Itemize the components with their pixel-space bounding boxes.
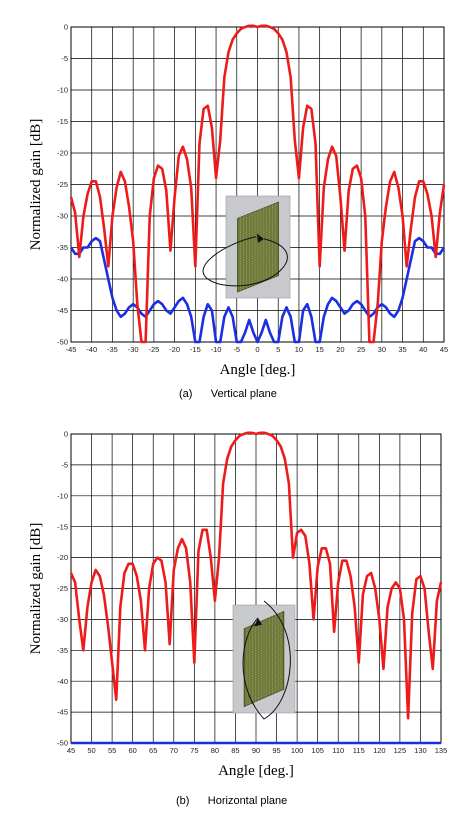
x-axis-title: Angle [deg.] xyxy=(218,763,294,779)
antenna-inset xyxy=(202,195,291,299)
x-tick-label: 80 xyxy=(211,746,219,755)
horizontal-plane-chart: 45 50 55 60 65 70 75 80 85 90 95 100 105 110 115 120 125… xyxy=(28,430,448,779)
x-tick-label: 45 xyxy=(67,746,75,755)
co-polar-series-line xyxy=(69,431,443,720)
x-tick-label: -30 xyxy=(128,345,139,354)
y-tick-label: -20 xyxy=(57,149,68,158)
vertical-plane-chart: -45 -40 -35 -30 -25 -20 -15 -10 -5 0 5 10 15 20 25 30 35… xyxy=(28,23,448,378)
y-tick-label: -30 xyxy=(57,615,68,624)
x-tick-label: -35 xyxy=(107,345,118,354)
vertical-plane-panel: -45 -40 -35 -30 -25 -20 -15 -10 -5 0 5 10 15 20 25 30 35… xyxy=(28,23,448,400)
cross-polar-series-line xyxy=(69,236,446,344)
x-tick-label: -20 xyxy=(169,345,180,354)
x-tick-label: 135 xyxy=(435,746,448,755)
x-tick-label: 30 xyxy=(378,345,386,354)
x-tick-label: 125 xyxy=(394,746,407,755)
x-tick-label: -15 xyxy=(190,345,201,354)
x-tick-label: -5 xyxy=(233,345,240,354)
x-tick-label: 110 xyxy=(332,746,344,755)
antenna-inset xyxy=(232,600,296,720)
y-tick-label: -10 xyxy=(57,86,68,95)
x-tick-label: 55 xyxy=(108,746,116,755)
y-tick-label: -15 xyxy=(57,117,68,126)
x-tick-label: 5 xyxy=(276,345,280,354)
x-tick-label: 130 xyxy=(414,746,427,755)
y-tick-label: 0 xyxy=(64,23,68,32)
y-tick-label: -50 xyxy=(57,739,68,748)
x-tick-label: 35 xyxy=(398,345,406,354)
y-tick-label: -20 xyxy=(57,553,68,562)
y-tick-label: -50 xyxy=(57,338,68,347)
x-tick-label: 45 xyxy=(440,345,448,354)
x-tick-label: 90 xyxy=(252,746,260,755)
y-tick-label: -35 xyxy=(57,243,68,252)
y-tick-label: -10 xyxy=(57,491,68,500)
x-tick-label: 0 xyxy=(255,345,259,354)
rotation-arrow-icon xyxy=(242,600,291,720)
x-tick-label: 85 xyxy=(231,746,239,755)
y-tick-label: -35 xyxy=(57,646,68,655)
x-tick-label: 15 xyxy=(315,345,323,354)
x-tick-label: 115 xyxy=(353,746,365,755)
y-tick-label: -45 xyxy=(57,708,68,717)
rotation-arrow-icon xyxy=(202,236,288,287)
x-tick-label: 20 xyxy=(336,345,344,354)
x-tick-label: 120 xyxy=(373,746,386,755)
x-tick-label: 50 xyxy=(87,746,95,755)
x-tick-label: 100 xyxy=(291,746,304,755)
x-tick-label: 40 xyxy=(419,345,427,354)
y-tick-label: -25 xyxy=(57,180,68,189)
y-tick-label: -15 xyxy=(57,522,68,531)
y-axis-title: Normalized gain [dB] xyxy=(28,523,44,655)
x-tick-label: 60 xyxy=(128,746,136,755)
y-tick-label: -25 xyxy=(57,584,68,593)
x-tick-label: 105 xyxy=(311,746,324,755)
caption-horizontal-plane: (b) Horizontal plane xyxy=(176,795,288,807)
x-tick-label: 75 xyxy=(190,746,198,755)
y-tick-label: -5 xyxy=(61,54,68,63)
y-tick-label: 0 xyxy=(64,430,68,439)
x-tick-label: 65 xyxy=(149,746,157,755)
y-tick-label: -40 xyxy=(57,677,68,686)
caption-vertical-plane: (a) Vertical plane xyxy=(179,388,277,400)
y-tick-label: -40 xyxy=(57,275,68,284)
y-tick-label: -30 xyxy=(57,212,68,221)
x-tick-label: -45 xyxy=(66,345,77,354)
y-tick-label: -45 xyxy=(57,306,68,315)
x-tick-label: 95 xyxy=(272,746,280,755)
arrowhead-icon xyxy=(257,233,264,243)
co-polar-series-line xyxy=(69,24,446,344)
x-tick-label: 25 xyxy=(357,345,365,354)
horizontal-plane-panel: 45 50 55 60 65 70 75 80 85 90 95 100 105 110 115 120 125… xyxy=(0,410,474,814)
x-tick-label: -25 xyxy=(148,345,159,354)
x-tick-label: -10 xyxy=(211,345,222,354)
x-tick-label: 10 xyxy=(295,345,303,354)
arrowhead-icon xyxy=(254,617,262,627)
y-axis-title: Normalized gain [dB] xyxy=(28,119,44,251)
x-tick-label: -40 xyxy=(86,345,97,354)
y-tick-label: -5 xyxy=(61,461,68,470)
x-axis-title: Angle [deg.] xyxy=(220,362,296,378)
x-tick-label: 70 xyxy=(170,746,178,755)
